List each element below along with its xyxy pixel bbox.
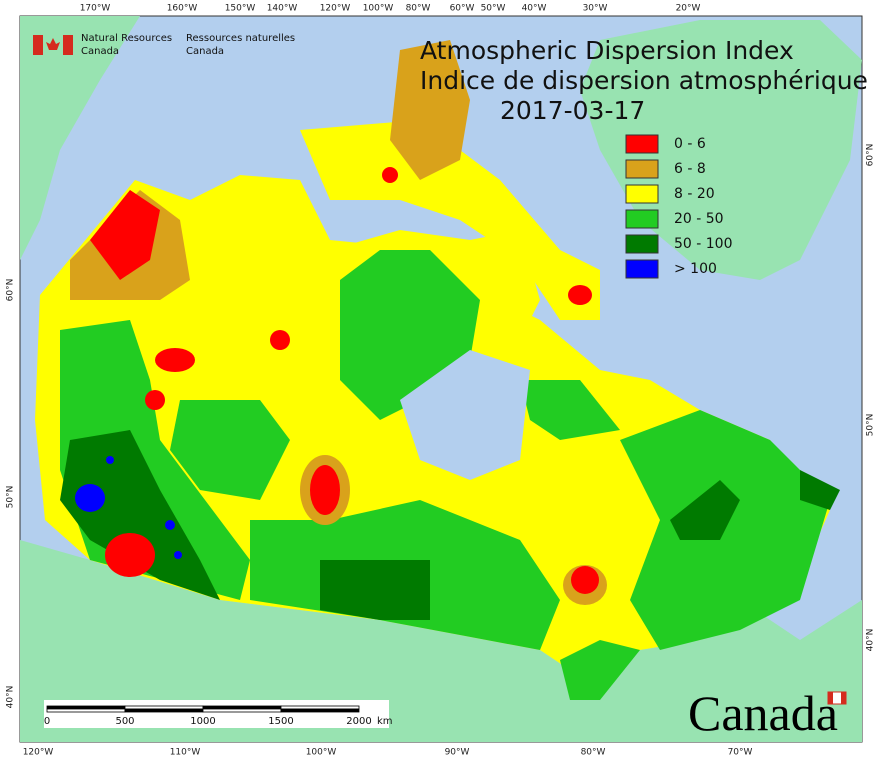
latitude-label: 50°N (6, 486, 16, 509)
legend-swatch (625, 259, 659, 279)
longitude-label: 120°W (320, 4, 351, 14)
scale-unit: km (377, 716, 393, 727)
legend-label: 0 - 6 (674, 136, 706, 152)
longitude-label: 140°W (267, 4, 298, 14)
latitude-label: 40°N (866, 629, 876, 652)
scale-label: 1500 (268, 716, 293, 727)
scale-label: 500 (115, 716, 134, 727)
legend-swatch (625, 209, 659, 229)
longitude-label: 160°W (167, 4, 198, 14)
title-line: Atmospheric Dispersion Index (420, 36, 794, 65)
longitude-label: 80°W (581, 748, 606, 758)
latitude-label: 60°N (866, 144, 876, 167)
scale-bar: 0 500 1000 1500 2000 km (44, 700, 393, 728)
legend-label: 50 - 100 (674, 236, 733, 252)
longitude-label: 100°W (363, 4, 394, 14)
scale-segment (46, 705, 126, 710)
scale-segment (280, 708, 360, 713)
scale-segment (46, 708, 126, 713)
longitude-label: 30°W (583, 4, 608, 14)
agency-en: Canada (81, 46, 119, 57)
legend-swatch (625, 234, 659, 254)
scale-label: 0 (44, 716, 50, 727)
legend-swatch (625, 184, 659, 204)
longitude-label: 60°W (450, 4, 475, 14)
longitude-label: 110°W (170, 748, 201, 758)
longitude-label: 20°W (676, 4, 701, 14)
scale-segment (202, 705, 282, 710)
longitude-label: 80°W (406, 4, 431, 14)
latitude-label: 60°N (6, 279, 16, 302)
longitude-label: 70°W (728, 748, 753, 758)
wordmark-text: Canada (688, 685, 838, 741)
legend-label: 8 - 20 (674, 186, 715, 202)
legend-label: > 100 (674, 261, 717, 277)
wordmark: Canada (688, 685, 847, 741)
longitude-label: 90°W (445, 748, 470, 758)
title-line: Indice de dispersion atmosphérique (420, 66, 868, 95)
longitude-label: 100°W (306, 748, 337, 758)
header: Natural Resources Canada Ressources nature… (33, 33, 295, 57)
longitude-label: 150°W (225, 4, 256, 14)
latitude-label: 50°N (866, 414, 876, 437)
scale-label: 1000 (190, 716, 215, 727)
canada-index-regions (35, 40, 840, 700)
scale-bar-bg (44, 700, 389, 728)
legend-swatch (625, 159, 659, 179)
scale-segment (124, 708, 204, 713)
scale-segment (124, 705, 204, 710)
longitude-label: 120°W (23, 748, 54, 758)
date: 2017-03-17 (500, 96, 645, 125)
scale-label: 2000 (346, 716, 371, 727)
scale-segment (280, 705, 360, 710)
latitude-label: 40°N (6, 686, 16, 709)
agency-fr: Ressources naturelles (186, 33, 295, 44)
longitude-label: 50°W (481, 4, 506, 14)
legend-label: 6 - 8 (674, 161, 706, 177)
legend: 0 - 6 6 - 8 8 - 20 20 - 50 50 - 100 > 100 (625, 134, 733, 279)
scale-segment (202, 708, 282, 713)
agency-en: Natural Resources (81, 33, 172, 44)
graticule-labels: 170°W 160°W 150°W 140°W 120°W 100°W 80°W 60°W 50… (6, 4, 876, 758)
longitude-label: 40°W (522, 4, 547, 14)
legend-swatch (625, 134, 659, 154)
longitude-label: 170°W (80, 4, 111, 14)
legend-label: 20 - 50 (674, 211, 724, 227)
agency-fr: Canada (186, 46, 224, 57)
